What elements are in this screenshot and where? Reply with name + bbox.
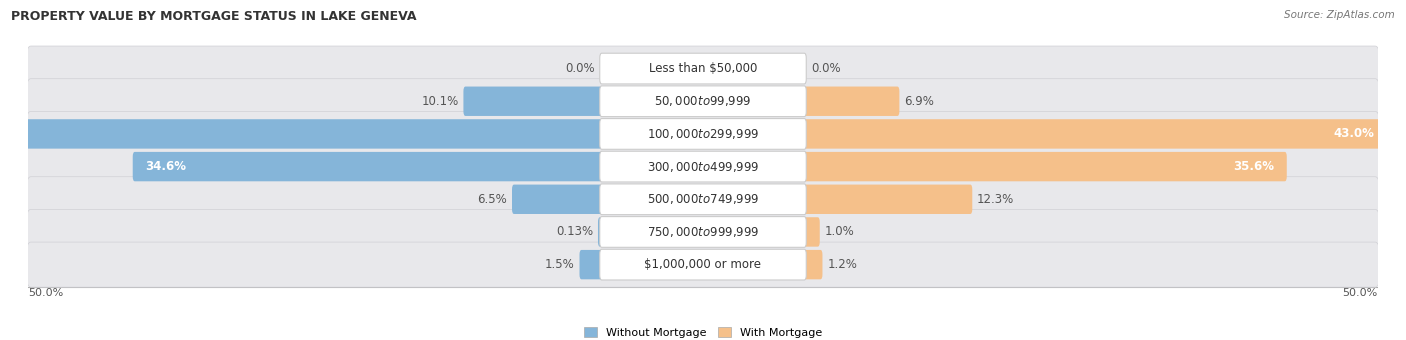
Text: 43.0%: 43.0%	[1333, 128, 1374, 140]
FancyBboxPatch shape	[27, 112, 1379, 156]
FancyBboxPatch shape	[464, 87, 603, 116]
Text: 10.1%: 10.1%	[422, 95, 458, 108]
Text: 50.0%: 50.0%	[28, 288, 63, 298]
FancyBboxPatch shape	[803, 152, 1286, 181]
Text: $50,000 to $99,999: $50,000 to $99,999	[654, 94, 752, 108]
FancyBboxPatch shape	[512, 185, 603, 214]
FancyBboxPatch shape	[27, 209, 1379, 255]
Text: 34.6%: 34.6%	[146, 160, 187, 173]
Text: 35.6%: 35.6%	[1233, 160, 1274, 173]
FancyBboxPatch shape	[600, 151, 806, 182]
FancyBboxPatch shape	[600, 217, 806, 247]
Text: $1,000,000 or more: $1,000,000 or more	[644, 258, 762, 271]
Text: Source: ZipAtlas.com: Source: ZipAtlas.com	[1284, 10, 1395, 20]
Text: 1.2%: 1.2%	[827, 258, 858, 271]
FancyBboxPatch shape	[803, 217, 820, 246]
FancyBboxPatch shape	[600, 184, 806, 215]
FancyBboxPatch shape	[27, 46, 1379, 91]
Legend: Without Mortgage, With Mortgage: Without Mortgage, With Mortgage	[579, 323, 827, 340]
Text: $300,000 to $499,999: $300,000 to $499,999	[647, 159, 759, 174]
Text: 6.5%: 6.5%	[478, 193, 508, 206]
FancyBboxPatch shape	[803, 250, 823, 279]
FancyBboxPatch shape	[600, 53, 806, 84]
FancyBboxPatch shape	[0, 119, 603, 149]
Text: $500,000 to $749,999: $500,000 to $749,999	[647, 192, 759, 206]
Text: Less than $50,000: Less than $50,000	[648, 62, 758, 75]
FancyBboxPatch shape	[803, 119, 1386, 149]
FancyBboxPatch shape	[600, 119, 806, 149]
Text: 50.0%: 50.0%	[1343, 288, 1378, 298]
FancyBboxPatch shape	[598, 217, 603, 246]
Text: 12.3%: 12.3%	[977, 193, 1014, 206]
Text: $750,000 to $999,999: $750,000 to $999,999	[647, 225, 759, 239]
Text: 1.5%: 1.5%	[546, 258, 575, 271]
FancyBboxPatch shape	[132, 152, 603, 181]
FancyBboxPatch shape	[27, 79, 1379, 124]
FancyBboxPatch shape	[27, 144, 1379, 189]
Text: 6.9%: 6.9%	[904, 95, 934, 108]
Text: $100,000 to $299,999: $100,000 to $299,999	[647, 127, 759, 141]
FancyBboxPatch shape	[600, 86, 806, 117]
Text: 47.2%: 47.2%	[0, 128, 17, 140]
FancyBboxPatch shape	[600, 249, 806, 280]
FancyBboxPatch shape	[803, 87, 900, 116]
FancyBboxPatch shape	[579, 250, 603, 279]
FancyBboxPatch shape	[803, 185, 973, 214]
Text: 0.13%: 0.13%	[557, 225, 593, 238]
Text: 0.0%: 0.0%	[811, 62, 841, 75]
Text: PROPERTY VALUE BY MORTGAGE STATUS IN LAKE GENEVA: PROPERTY VALUE BY MORTGAGE STATUS IN LAK…	[11, 10, 416, 23]
Text: 0.0%: 0.0%	[565, 62, 595, 75]
FancyBboxPatch shape	[27, 242, 1379, 287]
FancyBboxPatch shape	[27, 177, 1379, 222]
Text: 1.0%: 1.0%	[824, 225, 855, 238]
